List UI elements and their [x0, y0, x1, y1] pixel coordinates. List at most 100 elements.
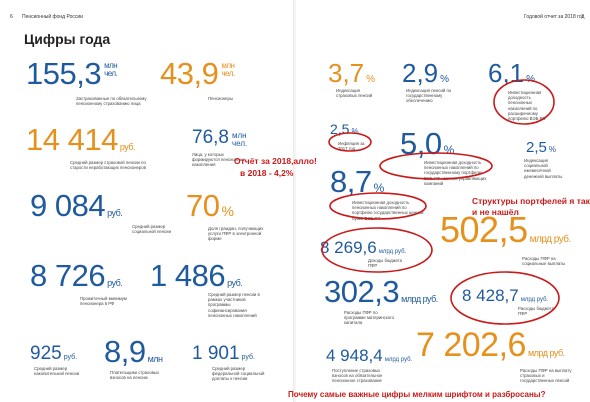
stat-unit: руб.: [107, 208, 123, 218]
stat-state-pension-indexation: 2,9%: [402, 60, 449, 93]
stat-maternity-capital: 302,3 млрд руб.: [324, 276, 438, 315]
annotation-circle-extended-yield: [493, 79, 555, 125]
stat-value: 3,7: [328, 58, 365, 88]
stat-value: 8 269,6: [320, 238, 377, 257]
annotation-circle-private-yield: [379, 152, 493, 180]
spine-divider: [293, 0, 297, 402]
stat-value: 155,3: [26, 56, 102, 91]
stat-caption: Поступление страховых взносов на обязате…: [332, 368, 383, 384]
annotation-circle-income: [321, 227, 433, 273]
stat-budget-expenses: 8 428,7 млрд руб.: [462, 286, 548, 306]
stat-value: 9 084: [30, 188, 106, 223]
right-page: Годовой отчет за 2018 год 7 3,7% Индекса…: [296, 0, 590, 402]
stat-unit: млрд руб.: [527, 348, 565, 358]
stat-budget-income: 8 269,6 млрд руб.: [320, 238, 406, 258]
stat-unit: млрд руб.: [401, 294, 438, 304]
stat-unit: млрд руб.: [529, 234, 572, 245]
stat-unit: %: [443, 143, 455, 157]
stat-unit: %: [351, 127, 359, 136]
stat-caption: Расходы бюджета ПФР: [518, 306, 554, 317]
left-header: Пенсионный фонд России: [22, 14, 83, 20]
stat-unit: руб.: [227, 278, 243, 288]
stat-value: 7 202,6: [416, 326, 526, 364]
stat-accumulation-persons: 76,8 млн чел.: [192, 128, 254, 148]
stat-unit: %: [526, 74, 536, 85]
stat-insured-persons: 155,3 млн чел.: [26, 58, 126, 89]
stat-unit: млрд руб.: [378, 249, 407, 255]
stat-value: 1 901: [192, 343, 240, 364]
stat-value: 8 726: [30, 258, 106, 293]
stat-extended-portfolio-yield: 6,1%: [488, 60, 535, 93]
stat-caption: Расходы ПФР на выплату страховых и госуд…: [520, 368, 572, 384]
stat-pension-payments: 7 202,6 млрд руб.: [416, 328, 565, 369]
stat-caption: Инфляция за 2017 год: [338, 141, 365, 152]
stat-unit: %: [366, 74, 376, 85]
stat-unit: млрд руб.: [520, 297, 549, 303]
stat-caption: Средний размер накопительной пенсии: [34, 366, 80, 377]
page-number-left: 6: [10, 14, 13, 20]
page-title: Цифры года: [24, 31, 111, 47]
stat-caption: Средний размер федеральной социальной до…: [212, 366, 265, 382]
stat-value: 8 428,7: [462, 286, 519, 305]
stat-insurance-contributions: 4 948,4 млрд руб.: [326, 346, 412, 370]
stat-unit: млрд руб.: [384, 357, 413, 363]
stat-caption: Лица, у которых формируются пенсионные н…: [192, 152, 246, 168]
stat-unit: %: [221, 203, 234, 219]
stat-unit: руб.: [119, 142, 136, 152]
stat-monthly-payment-indexation: 2,5%: [526, 138, 556, 159]
stat-caption: Доля граждан, получающих услуги ПФР в эл…: [208, 226, 264, 242]
right-header: Годовой отчет за 2018 год: [524, 14, 585, 20]
stat-caption: Расходы ПФР по программе материнского ка…: [344, 310, 394, 326]
stat-contributors: 8,9 млн: [104, 336, 163, 375]
stat-caption: Индексация пенсий по государственному об…: [406, 88, 452, 104]
stat-caption: Инвестиционная доходность пенсионных нак…: [508, 90, 546, 122]
annotation-circle-inflation: [328, 132, 372, 152]
stat-value: 8,7: [330, 164, 372, 199]
annotation-note-portfolio-2: и не нашёл: [472, 207, 519, 217]
stat-caption: Доходы бюджета ПФР: [368, 258, 403, 269]
left-page: 6 Пенсионный фонд России Цифры года 155,…: [0, 0, 294, 402]
annotation-circle-gov-yield: [329, 192, 427, 220]
stat-pensioners: 43,9 млн чел.: [160, 58, 243, 89]
stat-caption: Плательщики страховых взносов на пенсию: [110, 370, 160, 381]
stat-unit: руб.: [241, 354, 255, 361]
annotation-note-inflation: в 2018 - 4,2%: [240, 168, 294, 178]
stat-caption: Индексация страховых пенсий: [336, 88, 373, 99]
stat-value: 76,8: [192, 127, 229, 148]
stat-unit: млн чел.: [104, 61, 118, 78]
stat-caption: Пенсионеры: [208, 96, 234, 101]
stat-unit: %: [440, 74, 450, 85]
stat-value: 2,9: [402, 58, 439, 88]
stat-subsistence-minimum: 8 726 руб.: [30, 258, 123, 299]
stat-gov-securities-yield: 8,7%: [330, 166, 384, 204]
stat-electronic-share: 70%: [186, 188, 234, 227]
stat-social-expenses: 502,5 млрд руб.: [440, 212, 572, 255]
stat-cofinancing-pension: 1 486 руб.: [150, 258, 243, 299]
stat-value: 1 486: [150, 258, 226, 293]
stat-value: 43,9: [160, 56, 219, 91]
stat-value: 8,9: [104, 334, 146, 369]
annotation-note-question: Почему самые важные цифры мелким шрифтом…: [288, 390, 546, 399]
annotation-note-portfolio: Структуры портфелей я так: [472, 196, 590, 206]
stat-value: 70: [186, 188, 220, 223]
stat-pension-indexation: 3,7%: [328, 60, 375, 93]
stat-unit: %: [548, 145, 556, 154]
page-number-right: 7: [581, 14, 584, 20]
stat-value: 925: [30, 343, 62, 364]
stat-caption: Застрахованные по обязательному пенсионн…: [76, 96, 147, 107]
stat-unit: млн чел.: [221, 61, 235, 78]
stat-unit: млн: [147, 354, 163, 364]
stat-value: 302,3: [324, 274, 400, 309]
stat-value: 6,1: [488, 58, 525, 88]
stat-caption: Средний размер социальной пенсии: [132, 224, 171, 235]
stat-social-supplement: 1 901 руб.: [192, 344, 255, 367]
stat-value: 502,5: [440, 209, 528, 250]
annotation-circle-expenses: [450, 271, 560, 325]
stat-caption: Расходы ПФР на социальные выплаты: [522, 256, 566, 267]
stat-unit: млн чел.: [231, 131, 248, 148]
stat-caption: Средний размер страховой пенсии по старо…: [70, 160, 146, 171]
stat-caption: Индексация социальной ежемесячной денежн…: [524, 158, 563, 179]
stat-funded-pension: 925 руб.: [30, 344, 77, 367]
stat-caption: Средний размер пенсии в рамках участнико…: [208, 292, 260, 318]
